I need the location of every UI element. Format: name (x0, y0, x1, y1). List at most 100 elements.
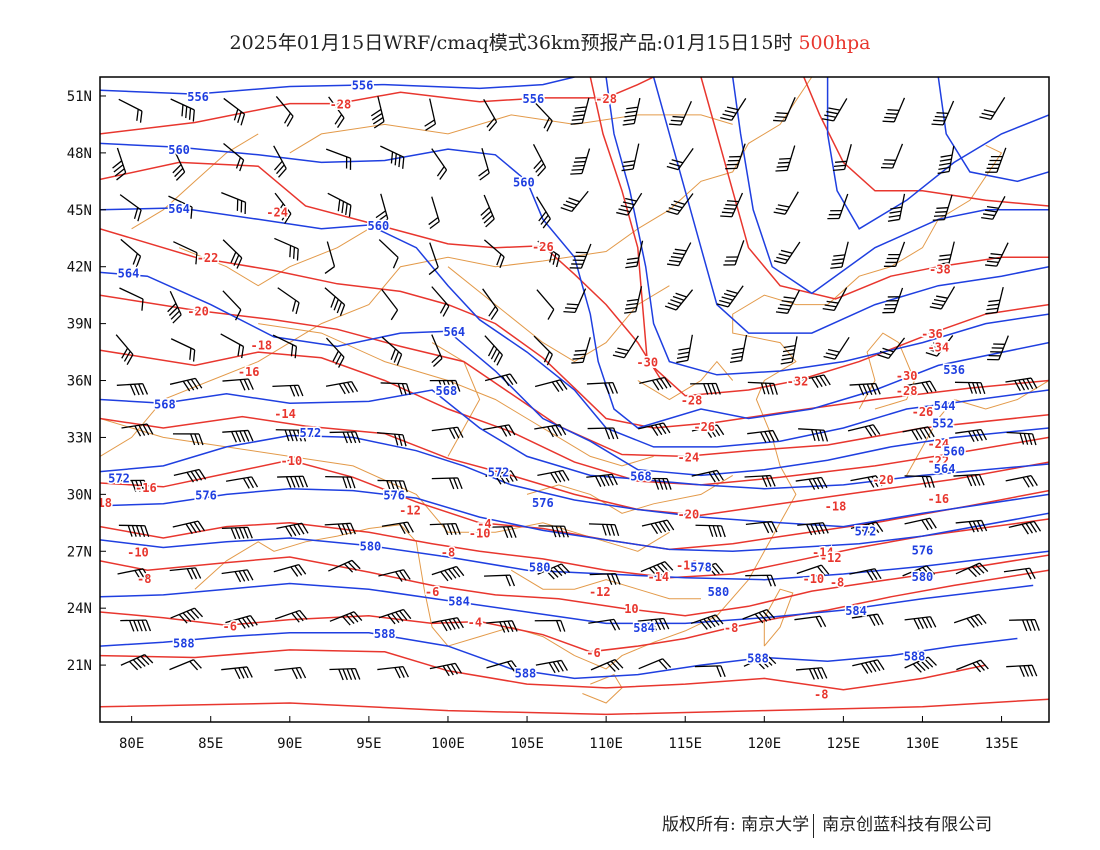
temperature-contour-label: -22 (927, 454, 949, 468)
height-contour-label: 572 (108, 471, 130, 485)
wind-barb (480, 194, 495, 228)
wind-barb (429, 522, 461, 536)
height-contour-line (731, 77, 1049, 295)
temperature-contour-label: -12 (820, 551, 842, 565)
height-contour-label: 572 (855, 524, 877, 538)
wind-barb (485, 526, 517, 539)
wind-barb (169, 659, 202, 671)
temperature-contour-label: -30 (896, 369, 918, 383)
wind-barb (747, 429, 779, 443)
border-line (194, 524, 575, 657)
wind-barb (904, 656, 937, 673)
wind-barb (324, 287, 346, 316)
wind-barb (273, 564, 307, 577)
wind-barb (729, 334, 748, 364)
temperature-contour-label: -24 (678, 450, 700, 464)
height-contour-line (605, 77, 1049, 376)
wind-barb (571, 337, 591, 364)
height-contour-line (100, 537, 1049, 581)
wind-barb (621, 143, 640, 172)
border-line (763, 588, 794, 647)
temperature-contour-label: -22 (197, 251, 219, 265)
wind-barb (277, 475, 309, 488)
wind-barb (612, 335, 639, 359)
temperature-contour-label: -8 (724, 621, 738, 635)
wind-barb (376, 432, 407, 447)
wind-barb (744, 474, 776, 488)
wind-barb (327, 192, 352, 217)
wind-barb (533, 335, 553, 366)
lon-tick-label: 110E (589, 736, 623, 752)
wind-barb (424, 98, 437, 131)
wind-barb (716, 285, 744, 308)
temperature-contour-label: -8 (830, 576, 844, 590)
height-contour-line (652, 77, 1049, 334)
wind-barb (429, 379, 461, 392)
wind-barb (955, 519, 988, 533)
wind-barb (720, 192, 744, 218)
height-contour-line (100, 77, 575, 95)
wind-barb (691, 469, 724, 483)
height-contour-label: 584 (633, 621, 655, 635)
wind-barb (121, 423, 154, 437)
wind-barb (904, 475, 935, 488)
wind-barb (981, 195, 1006, 220)
wind-barb (329, 611, 363, 626)
wind-barb (274, 237, 299, 261)
wind-barb (775, 289, 801, 314)
wind-barb (275, 429, 307, 442)
wind-barb (431, 565, 465, 582)
footer: 版权所有: 南京大学 南京创蓝科技有限公司 (662, 810, 992, 838)
wind-barb (486, 620, 518, 633)
plot-frame (99, 76, 1050, 723)
height-contour-label: 560 (368, 219, 390, 233)
wind-barb (274, 609, 308, 623)
height-contour-label: 572 (488, 466, 510, 480)
wind-barb (850, 475, 883, 488)
wind-barb (695, 524, 726, 538)
temperature-contour-label: -24 (266, 206, 288, 220)
height-contour-label: 564 (934, 462, 956, 476)
wind-barb (380, 145, 405, 169)
wind-barb (720, 98, 747, 121)
temperature-contour-line (100, 228, 1049, 429)
wind-barb (118, 524, 150, 538)
wind-barb (694, 665, 726, 678)
temperature-contour-line (100, 518, 1049, 579)
wind-barb (932, 194, 953, 221)
wind-barb (851, 613, 884, 627)
height-contours (100, 77, 1049, 680)
wind-barb (380, 382, 411, 396)
border-line (574, 294, 828, 670)
wind-barb (537, 563, 571, 580)
height-contour-label: 560 (513, 175, 535, 189)
temperature-contour-label: -12 (589, 585, 611, 599)
wind-barb (639, 376, 672, 391)
temperature-contour-label: -28 (330, 98, 352, 112)
wind-barb (324, 522, 356, 536)
wind-barb (222, 239, 243, 269)
wind-barb (827, 193, 849, 220)
temperature-contour-label: -10 (127, 545, 149, 559)
height-contour-label: 536 (943, 363, 965, 377)
wind-barb (537, 469, 570, 484)
lon-tick-label: 130E (906, 736, 940, 752)
wind-barb (822, 98, 848, 122)
wind-barb (484, 373, 518, 387)
wind-barb (325, 337, 345, 368)
temperature-contour-line (100, 459, 1049, 551)
height-contour-label: 584 (448, 595, 470, 609)
wind-barb (484, 335, 503, 366)
wind-barb (429, 662, 463, 677)
wind-barb (797, 522, 829, 536)
wind-barb (956, 659, 989, 673)
wind-barbs (112, 96, 1042, 681)
border-line (131, 133, 259, 230)
height-contour-label: 588 (515, 667, 537, 681)
temperature-contour-line (100, 554, 1049, 617)
temperature-contour-line (589, 77, 1049, 397)
border-line (289, 114, 733, 154)
border-line (526, 474, 733, 514)
wind-barb (953, 613, 987, 628)
